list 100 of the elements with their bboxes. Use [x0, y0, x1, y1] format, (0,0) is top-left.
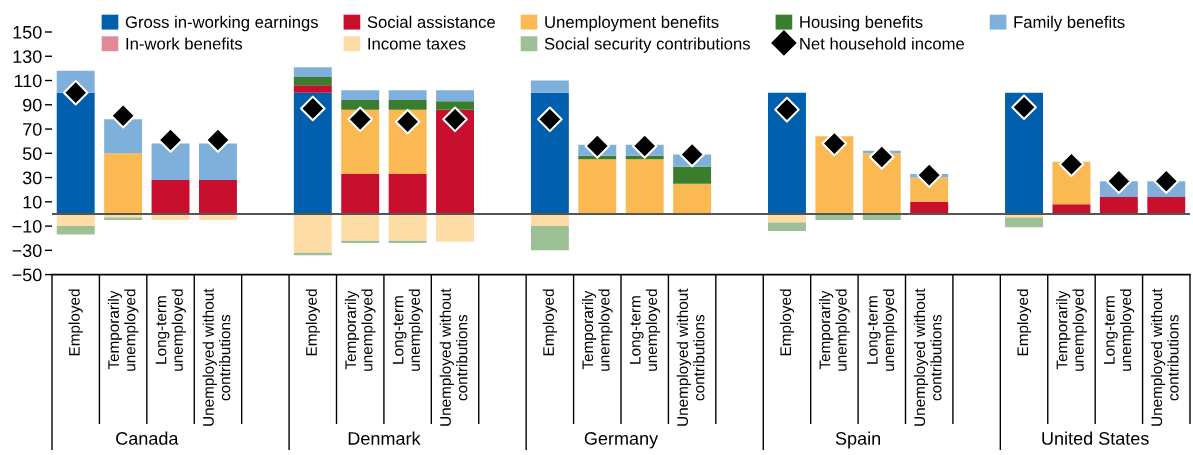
- point: [868, 144, 895, 170]
- bar: [767, 92, 806, 214]
- bar: [1005, 92, 1044, 214]
- legend-label: Social security contributions: [544, 37, 750, 53]
- x-tick-label: Employed: [68, 289, 83, 356]
- bar: [293, 85, 332, 93]
- y-tick-label: 70: [23, 122, 42, 136]
- x-tick-label: Unemployed without contributions: [913, 288, 942, 426]
- text: Canada: [116, 431, 179, 445]
- x-tick-label: Temporarily unemployed: [1056, 289, 1087, 371]
- y-tick-label: −50: [12, 268, 42, 282]
- bar: [198, 179, 237, 214]
- legend-label: Family benefits: [1014, 15, 1125, 32]
- x-tick-label: Unemployed without contributions: [202, 288, 231, 426]
- bar: [56, 213, 95, 227]
- bar: [436, 101, 475, 110]
- bar: [388, 99, 427, 110]
- point: [916, 162, 943, 188]
- point: [205, 127, 231, 153]
- x-tick-label: Temporarily unemployed: [344, 289, 376, 371]
- y-tick-label: 50: [22, 147, 42, 161]
- bar: [293, 213, 332, 253]
- x-tick-label: Long-term unemployed: [155, 289, 186, 371]
- point: [679, 141, 705, 168]
- bar: [388, 90, 427, 100]
- bar: [56, 226, 95, 235]
- x-tick-label: Temporarily unemployed: [107, 289, 139, 371]
- bar: [293, 67, 332, 77]
- bar: [151, 179, 190, 214]
- bar: [293, 76, 332, 86]
- x-tick-label: Temporarily unemployed: [581, 289, 613, 371]
- bar: [625, 159, 664, 214]
- point: [631, 133, 658, 159]
- bar: [198, 143, 237, 180]
- point: [1011, 94, 1037, 121]
- bar: [1147, 196, 1186, 214]
- bar: [436, 109, 475, 214]
- bar: [1005, 217, 1044, 228]
- x-tick-label: Employed: [779, 289, 795, 356]
- y-tick-label: 110: [14, 74, 42, 88]
- bar: [341, 90, 380, 100]
- point: [442, 106, 468, 133]
- x-tick-label: Temporarily unemployed: [819, 289, 850, 371]
- point: [1058, 151, 1085, 178]
- y-tick-label: 90: [23, 98, 42, 112]
- point: [821, 130, 848, 157]
- bar: [341, 213, 380, 241]
- point: [62, 79, 89, 106]
- y-tick-label: 150: [13, 25, 42, 39]
- point: [537, 106, 563, 133]
- x-tick-label: Unemployed without contributions: [676, 288, 705, 426]
- bar: [530, 213, 569, 227]
- x-tick-label: Long-term unemployed: [867, 289, 898, 371]
- y-tick-label: 130: [13, 50, 42, 63]
- x-tick-label: Long-term unemployed: [1104, 289, 1135, 371]
- text: United States: [1042, 431, 1149, 445]
- bar: [436, 90, 475, 102]
- point: [347, 106, 374, 133]
- bar: [56, 92, 95, 214]
- point: [110, 102, 136, 129]
- bar: [530, 92, 569, 214]
- bar: [1052, 204, 1091, 214]
- bar: [530, 80, 569, 93]
- legend-label: Unemployment benefits: [545, 15, 719, 32]
- point: [1106, 168, 1132, 195]
- bar: [293, 92, 332, 214]
- legend-label: Income taxes: [368, 37, 466, 50]
- bar: [104, 119, 143, 154]
- y-tick-label: 30: [22, 171, 42, 185]
- point: [394, 108, 421, 135]
- y-tick-label: −10: [12, 220, 42, 233]
- y-tick-label: 10: [23, 195, 42, 209]
- bar: [341, 173, 380, 214]
- x-tick-label: Long-term unemployed: [392, 289, 423, 371]
- bar: [151, 143, 190, 180]
- point: [774, 96, 800, 123]
- y-tick-label: −30: [12, 244, 42, 258]
- bar: [673, 166, 712, 184]
- bar: [436, 213, 475, 242]
- bar: [388, 213, 427, 241]
- bar: [104, 153, 143, 214]
- legend-label: Housing benefits: [800, 15, 923, 32]
- x-tick-label: Employed: [542, 289, 557, 356]
- x-tick-label: Long-term unemployed: [629, 289, 661, 371]
- x-tick-label: Unemployed without contributions: [1150, 288, 1179, 426]
- bar: [910, 201, 949, 214]
- bar: [388, 173, 427, 214]
- text: Germany: [584, 432, 659, 449]
- legend-label: Gross in-working earnings: [125, 15, 318, 32]
- text: Spain: [835, 431, 880, 449]
- x-tick-label: Employed: [305, 289, 320, 356]
- bar: [530, 226, 569, 251]
- bar: [341, 99, 380, 110]
- point: [157, 127, 184, 153]
- x-tick-label: Employed: [1016, 289, 1032, 356]
- x-tick-label: Unemployed without contributions: [439, 288, 468, 426]
- bar: [673, 183, 712, 214]
- point: [1153, 168, 1180, 195]
- bar: [767, 222, 806, 231]
- bar: [1099, 196, 1138, 214]
